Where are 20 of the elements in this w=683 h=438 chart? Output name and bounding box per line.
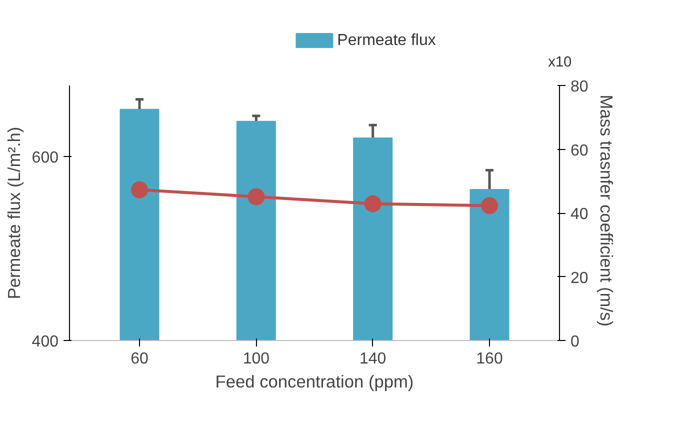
x-axis-title: Feed concentration (ppm) — [215, 372, 414, 392]
y2-axis-title: Mass trasnfer coefficient (m/s) — [596, 94, 616, 326]
x-tick-label: 140 — [359, 350, 386, 368]
x-tick-label: 60 — [130, 350, 148, 368]
y-tick-label: 600 — [32, 149, 59, 166]
point — [481, 197, 498, 214]
point — [364, 195, 382, 212]
legend-label: Permeate flux — [337, 32, 436, 49]
point — [248, 188, 265, 206]
y2-tick-label: 20 — [570, 270, 588, 287]
x-tick-label: 160 — [476, 350, 503, 368]
y-axis-title: Permeate flux (L/m².h) — [4, 126, 24, 300]
y2-tick-label: 80 — [570, 78, 588, 96]
y-tick-label: 400 — [32, 334, 59, 350]
point — [131, 181, 148, 198]
y2-tick-label: 40 — [570, 206, 588, 223]
y2-tick-label: 60 — [570, 142, 588, 160]
text: x10 — [548, 54, 572, 70]
x-tick-label: 100 — [242, 350, 270, 368]
y2-tick-label: 0 — [570, 334, 580, 350]
